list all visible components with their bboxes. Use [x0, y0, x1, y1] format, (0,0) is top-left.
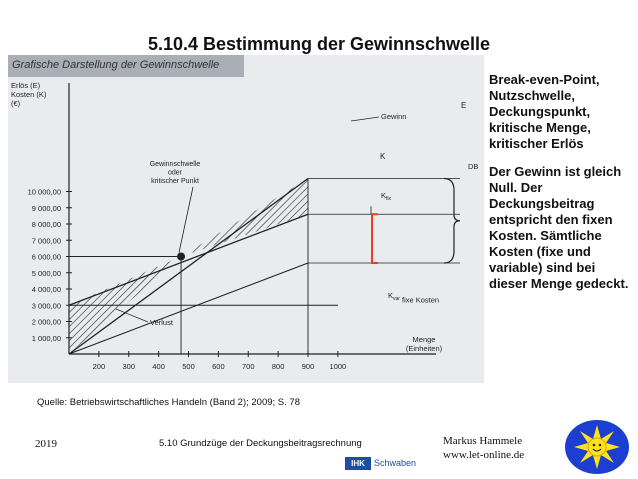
ihk-logo-box: IHK	[345, 457, 371, 470]
break-even-explanation: Der Gewinn ist gleich Null. Der Deckungs…	[489, 164, 629, 291]
db-label: DB	[468, 162, 478, 171]
total-cost-line	[68, 213, 309, 306]
profit-label: Gewinn	[381, 112, 406, 121]
x-axis-label: Menge	[413, 335, 436, 344]
break-even-pointer	[178, 186, 194, 253]
y-tick-label: 10 000,00	[28, 188, 61, 197]
y-tick-label: 1 000,00	[32, 334, 61, 343]
y-tick-label: 5 000,00	[32, 269, 61, 278]
db-brace	[443, 177, 461, 264]
x-tick-label: 300	[122, 362, 135, 371]
break-even-annotation: Gewinnschwelle	[150, 161, 201, 168]
y-tick-label: 3 000,00	[32, 301, 61, 310]
profit-area	[181, 178, 308, 257]
loss-pointer	[115, 308, 149, 323]
break-even-synonyms: Break-even-Point, Nutzschwelle, Deckungs…	[489, 72, 600, 151]
break-even-point	[177, 252, 186, 261]
side-note: Break-even-Point, Nutzschwelle, Deckungs…	[489, 72, 629, 304]
chart-panel: Grafische Darstellung der Gewinnschwelle…	[8, 55, 484, 383]
break-even-chart: 1 000,00 2 000,00 3 000,00 4 000,00 5 000,00…	[11, 81, 478, 371]
x-tick-label: 900	[302, 362, 315, 371]
ihk-logo: IHK Schwaben	[345, 457, 423, 470]
y-tick-label: 8 000,00	[32, 220, 61, 229]
x-tick-label: 700	[242, 362, 255, 371]
break-even-annotation: kritischer Punkt	[151, 178, 199, 185]
y-tick-label: 6 000,00	[32, 253, 61, 262]
break-even-annotation: oder	[168, 170, 183, 177]
x-tick-label: 200	[93, 362, 106, 371]
kvar-label: Kvar	[388, 291, 400, 302]
footer-author: Markus Hammele www.let-online.de	[443, 434, 524, 462]
source-note: Quelle: Betriebswirtschaftliches Handeln…	[37, 397, 300, 408]
x-tick-label: 1000	[330, 362, 347, 371]
fixed-cost-line-label: fixe Kosten	[402, 295, 439, 304]
author-name: Markus Hammele	[443, 435, 523, 447]
kfix-label: Kfix	[381, 191, 392, 202]
y-axis-label: Erlös (E)	[11, 81, 41, 90]
x-tick-label: 600	[212, 362, 225, 371]
kfix-bracket	[371, 213, 378, 264]
x-tick-label: 800	[272, 362, 285, 371]
y-axis-label: (€)	[11, 99, 21, 108]
revenue-line	[68, 177, 309, 355]
total-cost-line-label: K	[380, 152, 386, 161]
author-website[interactable]: www.let-online.de	[443, 449, 525, 461]
y-axis-label: Kosten (K)	[11, 90, 47, 99]
revenue-line-label: E	[461, 101, 466, 110]
loss-label: Verlust	[150, 318, 174, 327]
y-tick-label: 2 000,00	[32, 318, 61, 327]
ihk-logo-text: Schwaben	[374, 458, 417, 468]
footer-course: 5.10 Grundzüge der Deckungsbeitragsrechn…	[159, 438, 362, 449]
x-axis-label: (Einheiten)	[406, 344, 443, 353]
x-tick-label: 400	[152, 362, 165, 371]
x-tick-label: 500	[182, 362, 195, 371]
sun-logo-icon	[565, 420, 629, 474]
y-tick-label: 7 000,00	[32, 236, 61, 245]
variable-cost-line	[68, 262, 309, 355]
kfix-subscript: fix	[386, 196, 392, 202]
slide-title: 5.10.4 Bestimmung der Gewinnschwelle	[147, 34, 491, 54]
chart-title: Grafische Darstellung der Gewinnschwelle	[12, 59, 220, 71]
kvar-subscript: var	[393, 296, 400, 302]
profit-pointer	[350, 116, 380, 122]
y-tick-label: 4 000,00	[32, 285, 61, 294]
footer-year: 2019	[35, 438, 57, 450]
chart-title-bar: Grafische Darstellung der Gewinnschwelle	[8, 55, 244, 77]
y-tick-label: 9 000,00	[32, 204, 61, 213]
